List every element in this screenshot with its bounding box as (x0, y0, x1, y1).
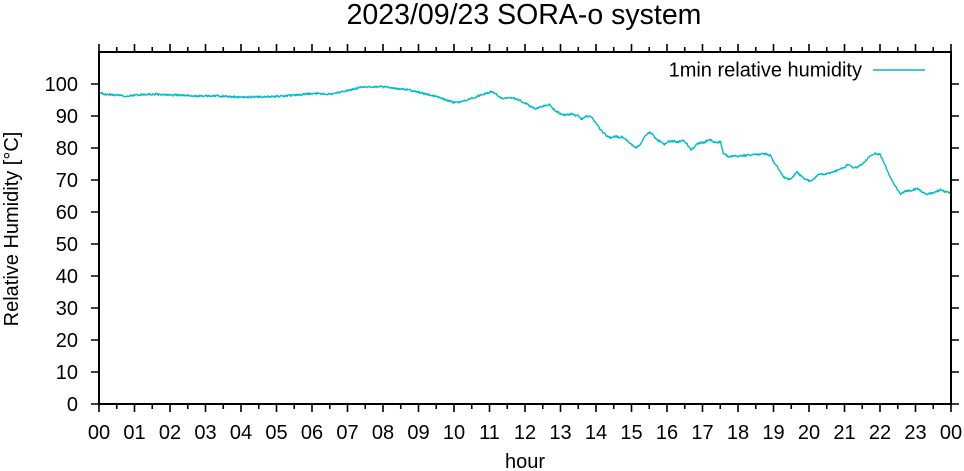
svg-text:18: 18 (727, 422, 749, 444)
svg-text:10: 10 (443, 422, 465, 444)
svg-text:07: 07 (336, 422, 358, 444)
svg-text:12: 12 (514, 422, 536, 444)
svg-text:Relative Humidity [°C]: Relative Humidity [°C] (1, 132, 23, 327)
svg-text:02: 02 (159, 422, 181, 444)
svg-text:1min relative humidity: 1min relative humidity (669, 60, 862, 82)
svg-text:16: 16 (656, 422, 678, 444)
svg-text:0: 0 (67, 394, 78, 416)
svg-text:03: 03 (194, 422, 216, 444)
svg-text:15: 15 (620, 422, 642, 444)
svg-text:21: 21 (833, 422, 855, 444)
svg-text:01: 01 (123, 422, 145, 444)
svg-text:11: 11 (479, 422, 500, 444)
svg-text:22: 22 (869, 422, 891, 444)
svg-text:50: 50 (56, 234, 78, 256)
svg-text:100: 100 (45, 74, 78, 96)
svg-text:70: 70 (56, 170, 78, 192)
svg-text:20: 20 (56, 330, 78, 352)
svg-text:13: 13 (549, 422, 571, 444)
svg-text:30: 30 (56, 298, 78, 320)
svg-text:90: 90 (56, 106, 78, 128)
svg-text:60: 60 (56, 202, 78, 224)
svg-text:23: 23 (904, 422, 926, 444)
svg-text:40: 40 (56, 266, 78, 288)
svg-text:05: 05 (265, 422, 287, 444)
svg-text:20: 20 (798, 422, 820, 444)
svg-text:19: 19 (762, 422, 784, 444)
svg-text:hour: hour (505, 451, 545, 471)
svg-text:2023/09/23 SORA-o system: 2023/09/23 SORA-o system (347, 0, 702, 31)
svg-text:17: 17 (691, 422, 713, 444)
svg-text:10: 10 (56, 362, 78, 384)
svg-text:06: 06 (301, 422, 323, 444)
svg-text:08: 08 (372, 422, 394, 444)
svg-text:04: 04 (230, 422, 252, 444)
svg-text:14: 14 (585, 422, 607, 444)
svg-text:00: 00 (88, 422, 110, 444)
svg-text:09: 09 (407, 422, 429, 444)
svg-text:00: 00 (940, 422, 962, 444)
svg-text:80: 80 (56, 138, 78, 160)
